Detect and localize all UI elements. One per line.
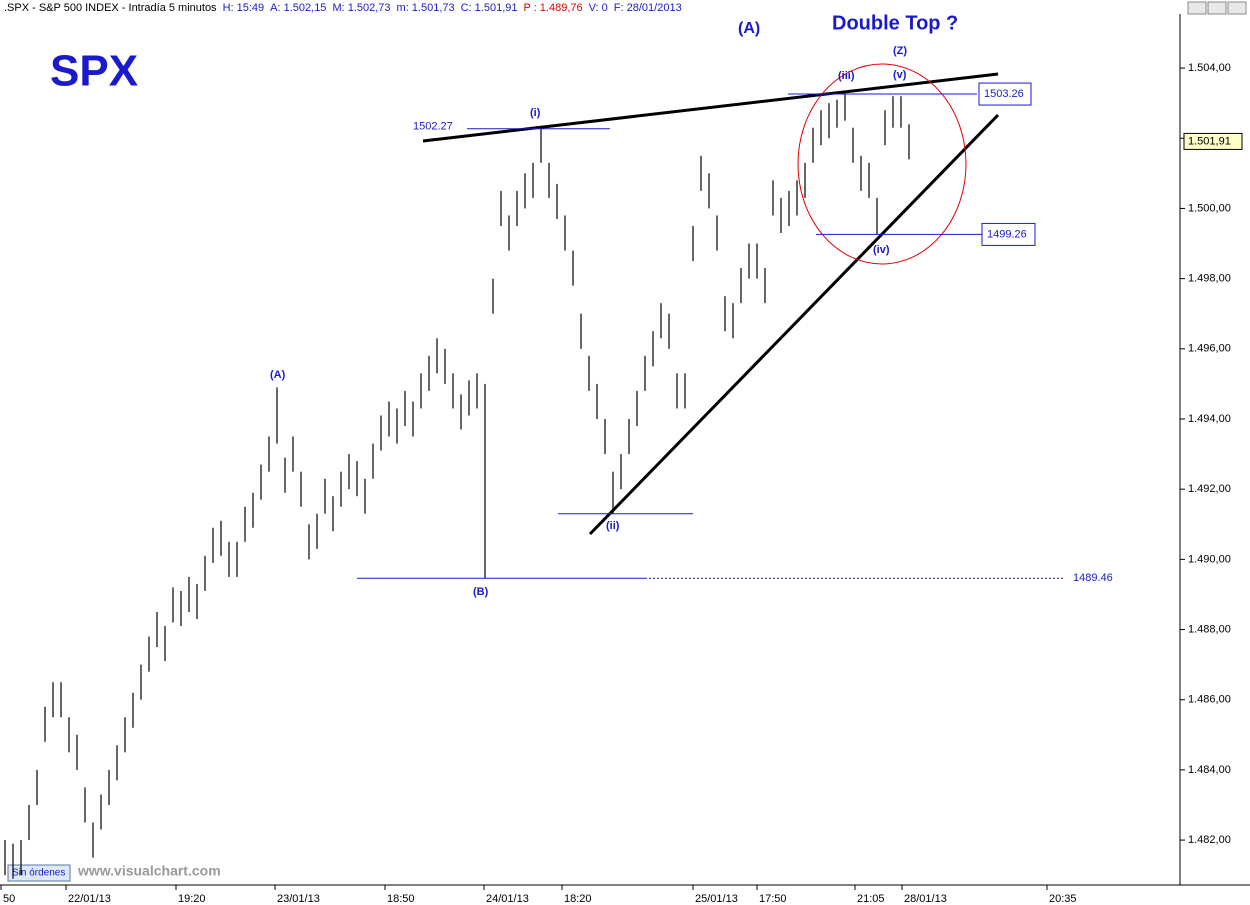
header-field: P : 1.489,76 <box>524 2 583 14</box>
x-tick-label: 22/01/13 <box>68 893 111 905</box>
header-field: m: 1.501,73 <box>397 2 455 14</box>
header-field: .SPX - S&P 500 INDEX - Intradía 5 minuto… <box>4 2 217 14</box>
x-tick-label: 17:50 <box>759 893 787 905</box>
wave-label: Double Top ? <box>832 12 958 34</box>
wave-label: (A) <box>270 369 286 381</box>
chart-title: SPX <box>50 47 138 96</box>
close-button[interactable] <box>1227 1 1247 15</box>
x-tick-label: 23/01/13 <box>277 893 320 905</box>
last-price-label: 1.501,91 <box>1188 135 1231 147</box>
watermark: www.visualchart.com <box>77 863 221 879</box>
wave-label: (B) <box>473 586 489 598</box>
y-tick-label: 1.492,00 <box>1188 483 1231 495</box>
wave-label: (iii) <box>838 70 855 82</box>
x-tick-label: 50 <box>3 893 15 905</box>
x-tick-label: 24/01/13 <box>486 893 529 905</box>
status-text: Sin órdenes <box>12 868 65 879</box>
y-tick-label: 1.490,00 <box>1188 553 1231 565</box>
x-tick-label: 25/01/13 <box>695 893 738 905</box>
chart-header: .SPX - S&P 500 INDEX - Intradía 5 minuto… <box>4 2 682 14</box>
header-field: M: 1.502,73 <box>332 2 390 14</box>
x-tick-label: 28/01/13 <box>904 893 947 905</box>
wave-label: (Z) <box>893 45 907 57</box>
x-tick-label: 18:20 <box>564 893 592 905</box>
header-field: V: 0 <box>589 2 608 14</box>
highlight-circle <box>797 63 967 265</box>
resistance-trendline <box>422 72 999 143</box>
y-tick-label: 1.482,00 <box>1188 834 1231 846</box>
y-tick-label: 1.488,00 <box>1188 623 1231 635</box>
wave-label: (v) <box>893 69 907 81</box>
level-box <box>978 82 1032 106</box>
status-box <box>7 864 71 882</box>
level-box <box>981 222 1036 246</box>
level-label: 1489.46 <box>1073 572 1113 584</box>
minimize-button[interactable] <box>1187 1 1207 15</box>
header-field: F: 28/01/2013 <box>614 2 682 14</box>
header-field: C: 1.501,91 <box>461 2 518 14</box>
wave-label: (iv) <box>873 244 890 256</box>
header-field: H: 15:49 <box>223 2 265 14</box>
y-tick-label: 1.500,00 <box>1188 202 1231 214</box>
x-tick-label: 18:50 <box>387 893 415 905</box>
y-tick-label: 1.486,00 <box>1188 694 1231 706</box>
annotation-box <box>824 6 980 38</box>
header-field: A: 1.502,15 <box>270 2 326 14</box>
y-tick-label: 1.484,00 <box>1188 764 1231 776</box>
wave-label: (ii) <box>606 520 620 532</box>
wave-label: (i) <box>530 107 541 119</box>
y-tick-label: 1.494,00 <box>1188 413 1231 425</box>
support-trendline <box>588 113 1000 536</box>
wave-label: (A) <box>738 20 760 37</box>
level-label: 1502.27 <box>413 121 453 133</box>
x-tick-label: 20:35 <box>1049 893 1077 905</box>
last-price-box <box>1183 132 1243 150</box>
maximize-button[interactable] <box>1207 1 1227 15</box>
x-tick-label: 21:05 <box>857 893 885 905</box>
window-controls <box>1187 1 1247 15</box>
level-label: 1499.26 <box>987 228 1027 240</box>
y-tick-label: 1.498,00 <box>1188 273 1231 285</box>
level-label: 1503.26 <box>984 88 1024 100</box>
y-tick-label: 1.496,00 <box>1188 343 1231 355</box>
x-tick-label: 19:20 <box>178 893 206 905</box>
y-tick-label: 1.504,00 <box>1188 62 1231 74</box>
